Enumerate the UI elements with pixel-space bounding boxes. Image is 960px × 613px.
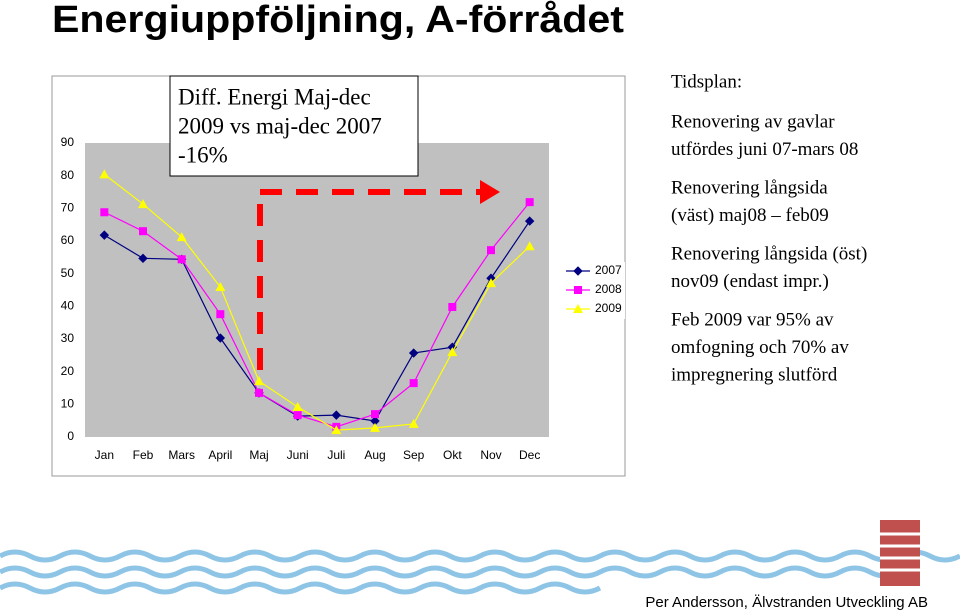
legend-marker	[574, 286, 582, 294]
data-point	[370, 422, 380, 432]
x-tick-label: Aug	[364, 448, 385, 462]
data-point	[176, 232, 187, 242]
data-point	[486, 278, 496, 288]
y-tick-label: 60	[61, 233, 75, 247]
data-point	[100, 208, 109, 217]
y-tick-label: 40	[61, 299, 75, 313]
data-point	[293, 411, 302, 420]
data-point	[409, 379, 418, 388]
y-tick-label: 70	[61, 201, 75, 215]
x-tick-label: Nov	[480, 448, 501, 462]
data-point	[215, 333, 226, 343]
x-tick-label: Jan	[95, 448, 114, 462]
y-tick-label: 0	[67, 429, 74, 443]
x-tick-label: Maj	[249, 448, 268, 462]
x-tick-label: Feb	[133, 448, 154, 462]
panel-line: impregnering slutförd	[671, 364, 838, 385]
legend: 2007 2008 2009	[562, 262, 625, 319]
data-point	[99, 230, 110, 240]
data-point	[139, 227, 147, 236]
data-point	[487, 246, 495, 255]
annotation: Diff. Energi Maj-dec 2009 vs maj-dec 2007…	[178, 84, 382, 167]
panel-line: omfogning och 70% av	[671, 337, 849, 358]
data-point	[292, 401, 303, 411]
annotation-line: 2009 vs maj-dec 2007	[178, 113, 382, 138]
y-tick-label: 80	[61, 168, 75, 182]
data-point	[255, 388, 263, 397]
x-tick-label: Juli	[327, 448, 345, 462]
annotation-box	[169, 75, 419, 177]
waves	[0, 549, 960, 595]
data-point	[524, 216, 535, 226]
data-point	[371, 410, 379, 419]
data-point	[331, 425, 342, 435]
panel-line: nov09 (endast impr.)	[671, 271, 829, 292]
data-point	[177, 255, 186, 264]
logo-block	[880, 520, 920, 586]
data-point	[138, 199, 148, 209]
data-point	[331, 410, 342, 420]
text-panel: Tidsplan: Renovering av gavlar utfördes ju…	[671, 71, 867, 385]
panel-heading: Tidsplan:	[671, 71, 742, 92]
data-point	[408, 348, 419, 358]
data-point	[216, 310, 225, 319]
legend-marker	[573, 266, 583, 276]
data-point	[254, 376, 264, 386]
panel-line: Renovering långsida	[671, 177, 828, 198]
arrow	[257, 189, 482, 370]
data-point	[447, 347, 458, 357]
arrow-head	[480, 180, 500, 204]
slide-title: Energiuppföljning, A-förrådet	[52, 0, 624, 41]
y-tick-label: 20	[61, 364, 75, 378]
x-tick-label: Okt	[443, 448, 462, 462]
x-tick-label: Sep	[403, 448, 425, 462]
panel-line: Renovering långsida (öst)	[671, 243, 867, 264]
y-tick-label: 10	[61, 397, 75, 411]
footer: Per Andersson, Älvstranden Utveckling AB	[645, 594, 928, 611]
legend-marker	[573, 304, 583, 313]
wave	[0, 549, 960, 563]
panel-line: utfördes juni 07-mars 08	[671, 139, 858, 160]
data-point	[408, 418, 419, 428]
data-point	[448, 302, 457, 311]
data-point	[524, 241, 535, 251]
series-line	[104, 201, 531, 428]
y-tick-label: 90	[61, 135, 75, 149]
x-tick-label: Dec	[519, 448, 540, 462]
panel-line: (väst) maj08 – feb09	[671, 205, 829, 226]
data-point	[138, 253, 148, 264]
panel-line: Feb 2009 var 95% av	[671, 309, 834, 330]
x-tick-label: Juni	[287, 448, 309, 462]
wave	[0, 581, 602, 595]
plot-area	[85, 143, 549, 437]
x-tick-label: Mars	[168, 448, 195, 462]
series-line	[103, 173, 531, 431]
data-point	[525, 198, 534, 207]
x-tick-label: April	[208, 448, 232, 462]
annotation-line: Diff. Energi Maj-dec	[178, 84, 371, 109]
logo	[880, 520, 920, 586]
data-point	[215, 282, 226, 292]
annotation-line: -16%	[178, 142, 228, 167]
logo-stripes	[880, 532, 920, 572]
legend-label: 2008	[595, 282, 622, 296]
wave	[0, 565, 902, 579]
plot: 0 10 20 30 40 50 60 70 80 90 Jan Feb Mars April Maj Jun…	[61, 135, 549, 462]
y-tick-label: 50	[61, 266, 75, 280]
legend-label: 2009	[595, 301, 622, 315]
y-tick-label: 30	[61, 331, 75, 345]
legend-label: 2007	[595, 263, 622, 277]
series-line	[104, 220, 531, 422]
panel-line: Renovering av gavlar	[671, 111, 835, 132]
data-point	[99, 169, 110, 179]
